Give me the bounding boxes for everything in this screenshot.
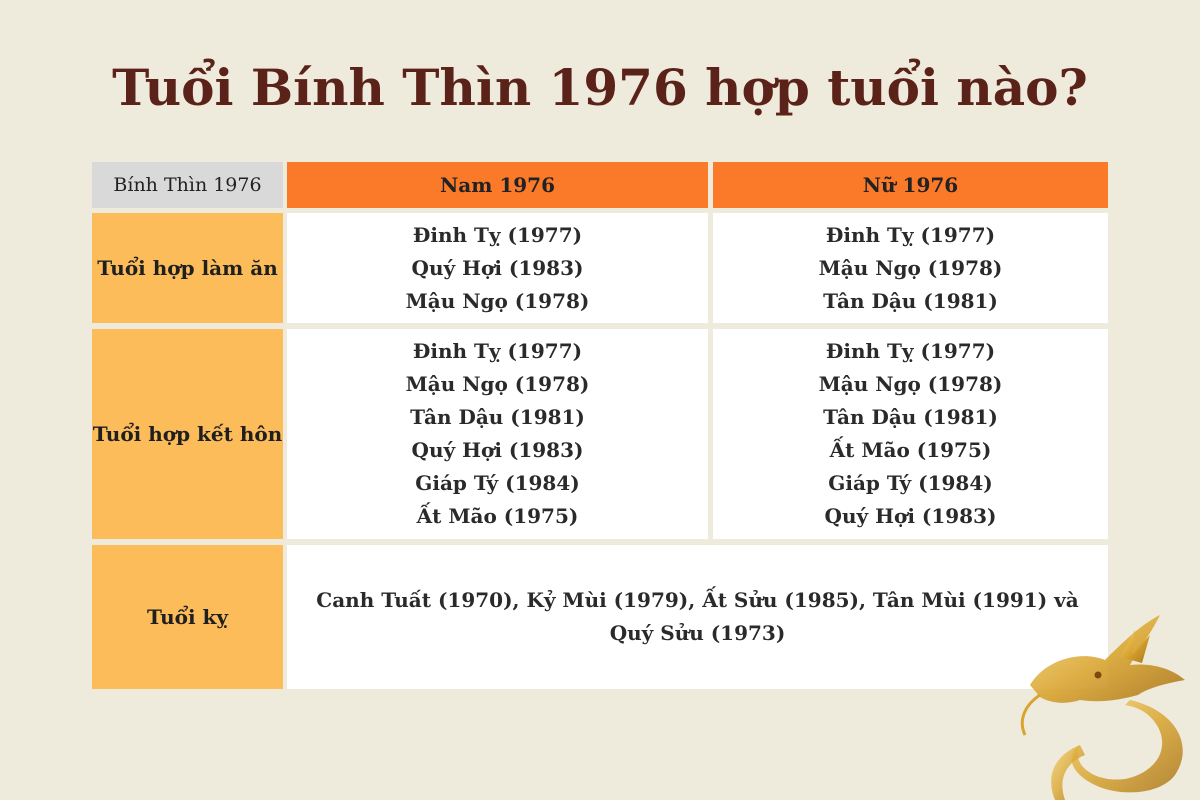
golden-dragon-icon xyxy=(1020,615,1185,800)
compatibility-table: Bính Thìn 1976 Nam 1976 Nữ 1976 Tuổi hợp… xyxy=(92,162,1108,689)
cell-ket-hon-nu: Đinh Tỵ (1977) Mậu Ngọ (1978) Tân Dậu (1… xyxy=(713,329,1108,539)
list-item: Quý Hợi (1983) xyxy=(411,255,584,280)
list-item: Tân Dậu (1981) xyxy=(823,405,998,429)
list-item: Đinh Tỵ (1977) xyxy=(825,222,996,247)
list-item: Tân Dậu (1981) xyxy=(410,405,585,429)
list-item: Quý Hợi (1983) xyxy=(411,438,584,462)
header-nam: Nam 1976 xyxy=(287,162,708,208)
list-item: Ất Mão (1975) xyxy=(829,438,992,462)
cell-ket-hon-nam: Đinh Tỵ (1977) Mậu Ngọ (1978) Tân Dậu (1… xyxy=(287,329,708,539)
table-corner-label: Bính Thìn 1976 xyxy=(92,162,283,208)
cell-lam-an-nu: Đinh Tỵ (1977) Mậu Ngọ (1978) Tân Dậu (1… xyxy=(713,213,1108,323)
cell-tuoi-ky: Canh Tuất (1970), Kỷ Mùi (1979), Ất Sửu … xyxy=(287,545,1108,689)
header-nu: Nữ 1976 xyxy=(713,162,1108,208)
list-item: Giáp Tý (1984) xyxy=(415,471,580,495)
row-label-tuoi-ky: Tuổi kỵ xyxy=(92,545,283,689)
list-item: Đinh Tỵ (1977) xyxy=(412,222,583,247)
page-title: Tuổi Bính Thìn 1976 hợp tuổi nào? xyxy=(112,58,1088,117)
list-item: Mậu Ngọ (1978) xyxy=(818,372,1003,396)
row-label-lam-an: Tuổi hợp làm ăn xyxy=(92,213,283,323)
list-item: Ất Mão (1975) xyxy=(416,504,579,528)
list-item: Quý Hợi (1983) xyxy=(824,504,997,528)
list-item: Đinh Tỵ (1977) xyxy=(412,339,583,363)
list-item: Tân Dậu (1981) xyxy=(823,288,998,313)
list-item: Giáp Tý (1984) xyxy=(828,471,993,495)
list-item: Mậu Ngọ (1978) xyxy=(405,372,590,396)
list-item: Đinh Tỵ (1977) xyxy=(825,339,996,363)
row-label-ket-hon: Tuổi hợp kết hôn xyxy=(92,329,283,539)
cell-lam-an-nam: Đinh Tỵ (1977) Quý Hợi (1983) Mậu Ngọ (1… xyxy=(287,213,708,323)
list-item: Mậu Ngọ (1978) xyxy=(405,288,590,313)
list-item: Mậu Ngọ (1978) xyxy=(818,255,1003,280)
